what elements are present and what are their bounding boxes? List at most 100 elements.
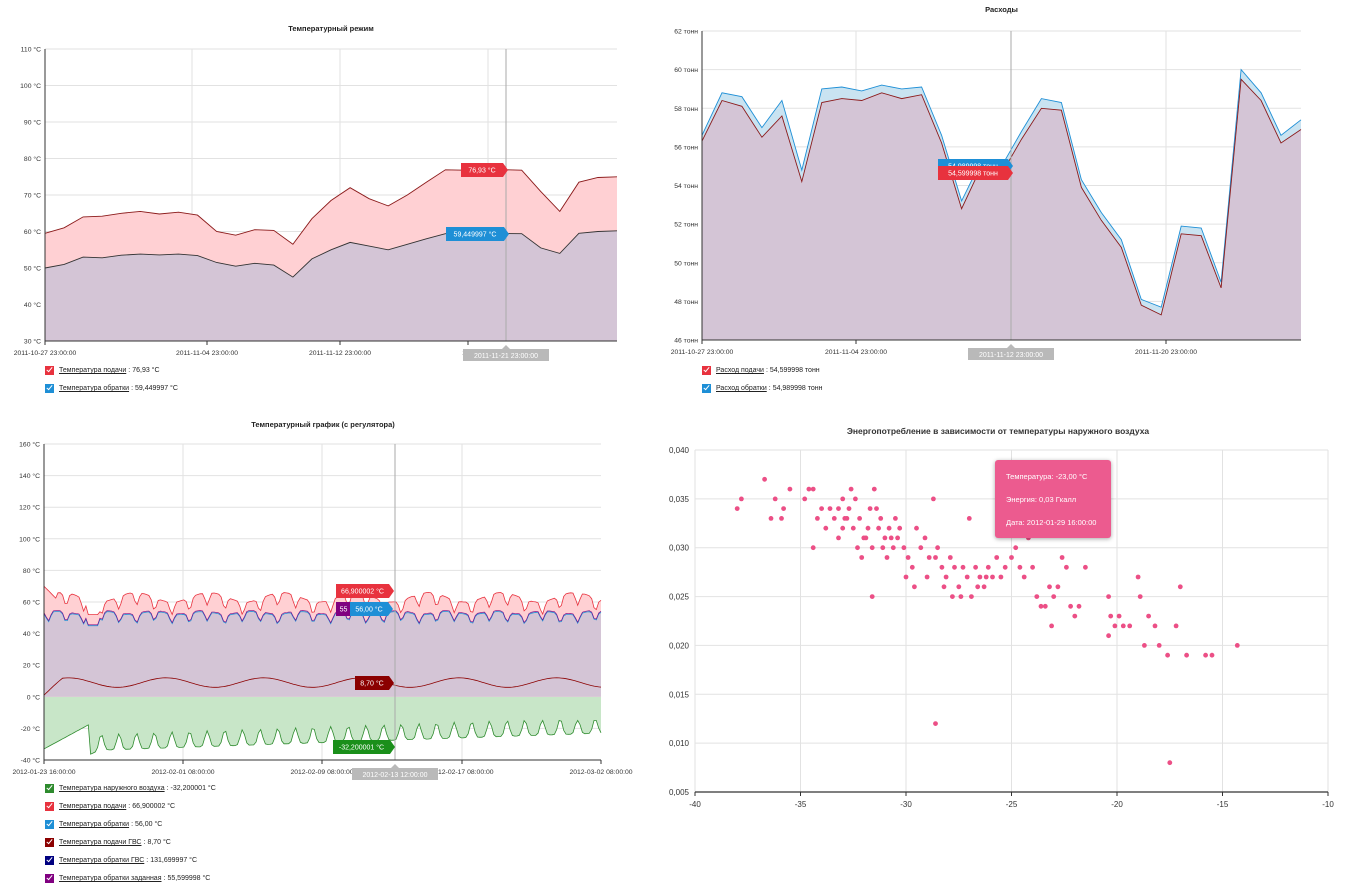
scatter-point <box>1120 623 1126 629</box>
hover-x-label-box <box>352 768 438 780</box>
legend-item[interactable]: Температура наружного воздуха : -32,2000… <box>45 784 216 793</box>
checkbox-icon[interactable] <box>45 366 54 375</box>
series-line-dhw-supply <box>43 677 602 696</box>
x-tick-label: -10 <box>1322 800 1334 809</box>
scatter-point <box>1137 594 1143 599</box>
checkbox-icon[interactable] <box>45 784 54 793</box>
scatter-point <box>998 574 1004 580</box>
scatter-point <box>1021 574 1027 580</box>
y-tick-label: 100 °C <box>20 82 41 90</box>
scatter-point <box>886 525 892 531</box>
legend-item[interactable]: Температура подачи : 66,900002 °C <box>45 802 175 811</box>
legend-item-label: Температура обратки <box>59 821 130 828</box>
scatter-point <box>1156 643 1162 648</box>
scatter-point <box>1167 760 1173 766</box>
scatter-point <box>1152 623 1158 629</box>
scatter-point <box>981 584 987 590</box>
scatter-point <box>1135 574 1141 580</box>
checkbox-icon[interactable] <box>45 384 54 393</box>
checkbox-icon[interactable] <box>45 802 54 811</box>
scatter-point <box>871 486 877 492</box>
y-tick-label: 50 °C <box>24 265 41 273</box>
scatter-point <box>842 516 848 521</box>
series-line-outdoor <box>43 719 602 755</box>
hover-x-label-pointer <box>502 345 510 349</box>
scatter-point <box>895 535 900 541</box>
scatter-point <box>924 574 930 580</box>
scatter-point <box>903 574 909 580</box>
tooltip-return: 59,449997 °C <box>446 227 509 241</box>
checkbox-icon[interactable] <box>702 384 711 393</box>
scatter-point <box>1047 584 1052 590</box>
scatter-point <box>901 545 907 551</box>
scatter-point <box>1127 623 1133 629</box>
scatter-point <box>815 516 820 521</box>
x-tick-label: 2012-02-17 08:00:00 <box>430 769 493 776</box>
scatter-point <box>827 506 833 511</box>
y-tick-label: 46 тонн <box>674 338 698 345</box>
chart-panel-energy-scatter: Энергопотребление в зависимости от темпе… <box>655 415 1351 893</box>
x-tick-label: -15 <box>1217 800 1229 809</box>
checkbox-icon[interactable] <box>702 366 711 375</box>
scatter-point <box>848 486 854 492</box>
scatter-point <box>1184 652 1189 658</box>
x-tick-label: 2011-10-27 23:00:00 <box>14 350 77 357</box>
legend-item[interactable]: Расход обратки : 54,989998 тонн <box>702 384 822 393</box>
chart-temperature-mode[interactable]: Температурный режим 30 °C 40 °C 50 °C 60 °C 7… <box>0 0 640 400</box>
y-tick-label: -40 °C <box>21 757 40 765</box>
scatter-point <box>977 574 983 580</box>
scatter-point <box>1234 643 1240 648</box>
legend-item-label: Температура обратки <box>59 385 130 392</box>
scatter-tooltip: Температура: -23,00 °C Энергия: 0,03 Гка… <box>995 460 1111 538</box>
checkbox-icon[interactable] <box>45 838 54 847</box>
scatter-point <box>840 496 846 502</box>
chart-regulator[interactable]: Температурный график (с регулятора) -40 °… <box>0 410 650 780</box>
y-tick-label: 0 °C <box>27 693 40 701</box>
scatter-point <box>905 555 911 560</box>
legend-flow: Расход подачи : 54,599998 тонн Расход об… <box>702 366 1102 396</box>
legend-item[interactable]: Температура обратки : 59,449997 °C <box>45 384 178 393</box>
chart-panel-temperature-mode: Температурный режим 30 °C 40 °C 50 °C 60 °C 7… <box>0 0 640 400</box>
y-tick-label: 0,015 <box>669 690 690 699</box>
y-tick-label: 90 °C <box>24 119 41 127</box>
legend-item-value: 54,989998 тонн <box>772 385 823 392</box>
legend-item[interactable]: Расход подачи : 54,599998 тонн <box>702 366 820 375</box>
series-area-return <box>44 611 601 697</box>
legend-item-label: Температура обратки ГВС <box>59 857 145 864</box>
scatter-point <box>779 516 784 521</box>
y-tick-label: 58 тонн <box>674 106 698 113</box>
legend-item[interactable]: Температура обратки ГВС : 131,699997 °C <box>45 856 197 865</box>
tooltip-value-label: 59,449997 °C <box>454 231 497 239</box>
chart-energy-scatter[interactable]: Энергопотребление в зависимости от темпе… <box>655 415 1351 825</box>
y-tick-label: 54 тонн <box>674 183 698 190</box>
checkbox-icon[interactable] <box>45 856 54 865</box>
tooltip-supply: 76,93 °C <box>461 163 508 177</box>
y-tick-label: 160 °C <box>19 441 40 449</box>
scatter-point <box>772 496 778 502</box>
scatter-point <box>836 535 841 541</box>
scatter-point <box>855 545 860 551</box>
scatter-point <box>966 516 972 521</box>
hover-x-label-pointer <box>391 764 399 768</box>
scatter-point <box>964 574 970 580</box>
checkbox-icon[interactable] <box>45 874 54 883</box>
legend-item[interactable]: Температура подачи ГВС : 8,70 °C <box>45 838 171 847</box>
scatter-point <box>939 564 945 570</box>
scatter-point <box>1064 564 1069 570</box>
scatter-point <box>876 525 881 531</box>
legend-item[interactable]: Температура подачи : 76,93 °C <box>45 366 160 375</box>
legend-item[interactable]: Температура обратки заданная : 55,599998… <box>45 874 210 883</box>
scatter-point <box>739 496 744 502</box>
scatter-point <box>1165 652 1170 658</box>
chart-flow[interactable]: Расходы 46 тонн 48 тонн 50 тонн 52 тонн 54 то… <box>655 0 1351 400</box>
scatter-point <box>1112 623 1118 629</box>
scatter-point <box>922 535 928 541</box>
scatter-point <box>933 555 938 560</box>
hover-x-label: 2011-11-12 23:00:00 <box>979 352 1043 359</box>
x-tick-label: 2012-03-02 08:00:00 <box>569 769 632 776</box>
scatter-point <box>1106 594 1111 599</box>
tooltip-value-label: 56,00 °C <box>355 606 382 614</box>
checkbox-icon[interactable] <box>45 820 54 829</box>
scatter-point <box>1068 603 1073 609</box>
legend-item[interactable]: Температура обратки : 56,00 °C <box>45 820 162 829</box>
